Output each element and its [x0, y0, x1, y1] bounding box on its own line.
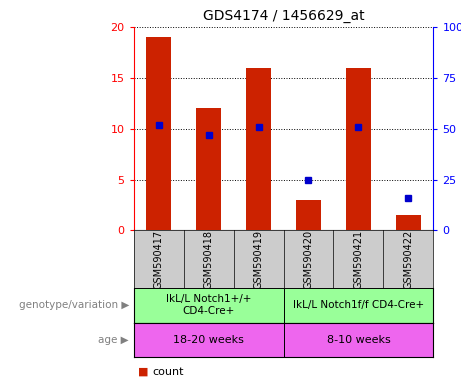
Text: 18-20 weeks: 18-20 weeks — [173, 335, 244, 345]
Text: GSM590422: GSM590422 — [403, 230, 414, 289]
Text: GSM590421: GSM590421 — [354, 230, 363, 289]
Text: IkL/L Notch1f/f CD4-Cre+: IkL/L Notch1f/f CD4-Cre+ — [293, 300, 424, 310]
Text: genotype/variation ▶: genotype/variation ▶ — [19, 300, 129, 310]
Text: IkL/L Notch1+/+
CD4-Cre+: IkL/L Notch1+/+ CD4-Cre+ — [166, 295, 251, 316]
Text: GSM590418: GSM590418 — [204, 230, 213, 289]
Text: 8-10 weeks: 8-10 weeks — [326, 335, 390, 345]
Bar — [346, 68, 371, 230]
Bar — [246, 68, 271, 230]
Text: age ▶: age ▶ — [99, 335, 129, 345]
Title: GDS4174 / 1456629_at: GDS4174 / 1456629_at — [203, 9, 364, 23]
Text: GSM590420: GSM590420 — [303, 230, 313, 289]
Bar — [396, 215, 421, 230]
Bar — [284, 288, 433, 323]
Text: GSM590417: GSM590417 — [154, 230, 164, 289]
Bar — [134, 288, 284, 323]
Bar — [196, 108, 221, 230]
Text: ■: ■ — [138, 367, 149, 377]
Bar — [296, 200, 321, 230]
Bar — [134, 323, 284, 357]
Text: GSM590419: GSM590419 — [254, 230, 264, 289]
Text: count: count — [152, 367, 183, 377]
Bar — [146, 37, 171, 230]
Bar — [284, 323, 433, 357]
